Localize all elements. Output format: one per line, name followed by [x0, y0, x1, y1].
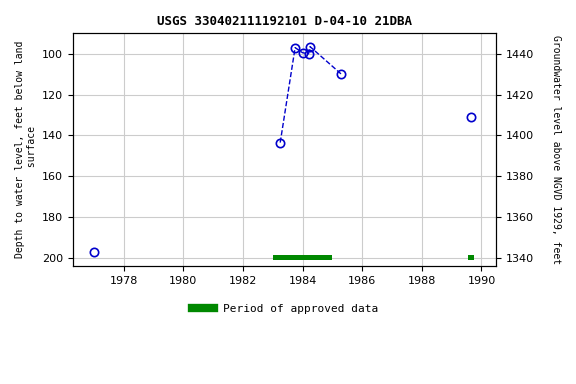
- Bar: [273, 255, 332, 260]
- Y-axis label: Depth to water level, feet below land
 surface: Depth to water level, feet below land su…: [15, 41, 37, 258]
- Title: USGS 330402111192101 D-04-10 21DBA: USGS 330402111192101 D-04-10 21DBA: [157, 15, 412, 28]
- Bar: [468, 255, 474, 260]
- Y-axis label: Groundwater level above NGVD 1929, feet: Groundwater level above NGVD 1929, feet: [551, 35, 561, 264]
- Legend: Period of approved data: Period of approved data: [187, 300, 382, 319]
